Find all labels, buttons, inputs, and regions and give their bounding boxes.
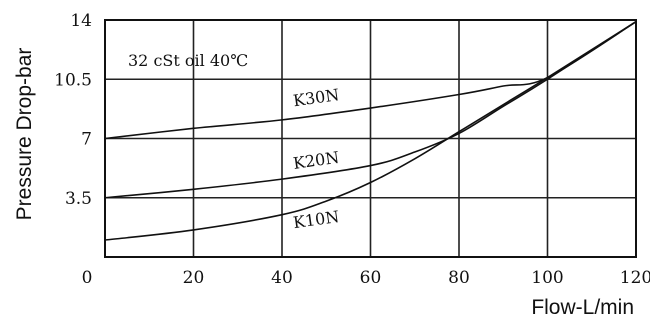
x-tick-label: 0 [82,268,93,288]
grid [105,20,636,257]
series-curves [104,21,637,241]
series-label-k30n: K30N [292,85,341,110]
series-label-k20n: K20N [292,148,341,173]
x-tick-label: 80 [448,268,470,288]
x-tick-label: 20 [183,268,205,288]
y-tick-label: 3.5 [65,189,92,209]
series-line-k20n [104,21,637,199]
tick-labels: 0 20 40 60 80 100 120 3.5 7 10.5 14 [54,11,650,288]
series-line-k10n [104,21,637,241]
y-axis-title: Pressure Drop-bar [13,48,36,221]
x-tick-label: 60 [360,268,382,288]
y-tick-label: 14 [70,11,92,31]
x-axis-title: Flow-L/min [531,296,634,319]
conditions-annotation: 32 cSt oil 40℃ [128,51,248,70]
y-tick-label: 7 [81,130,92,150]
x-tick-label: 120 [620,268,650,288]
x-tick-label: 100 [531,268,563,288]
y-tick-label: 10.5 [54,70,92,90]
x-tick-label: 40 [271,268,293,288]
